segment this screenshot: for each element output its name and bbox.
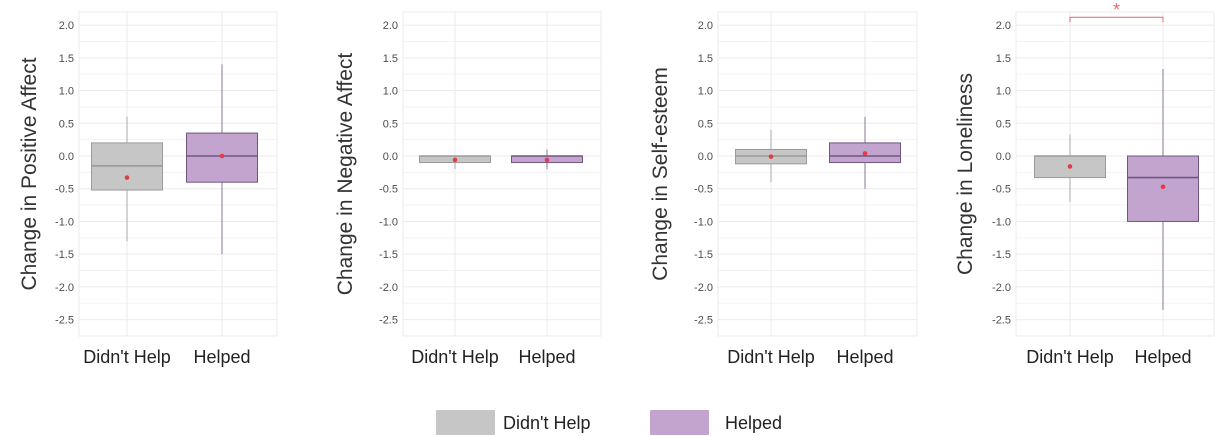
significance-bracket: * (1069, 0, 1164, 23)
y-tick-label: -0.5 (694, 184, 713, 196)
y-tick-label: 1.0 (59, 86, 74, 98)
mean-point (1067, 164, 1073, 169)
y-tick-label: 0.5 (383, 118, 398, 130)
y-tick-label: -2.5 (55, 315, 74, 327)
panel-frame (402, 11, 602, 337)
y-tick-label: 2.0 (383, 20, 398, 32)
y-tick-label: 0.0 (996, 151, 1011, 163)
y-tick-label: -0.5 (992, 184, 1011, 196)
legend-swatch-didnt-help (436, 410, 495, 435)
box-didnt-help (1034, 134, 1106, 202)
legend-swatch-helped (650, 410, 709, 435)
y-tick-label: -2.0 (55, 282, 74, 294)
legend: Didn't Help Helped (436, 410, 782, 435)
y-tick-label: 0.0 (59, 151, 74, 163)
y-tick-label: -2.5 (379, 315, 398, 327)
y-tick-label: 1.5 (698, 53, 713, 65)
y-tick-label: -1.0 (694, 216, 713, 228)
y-tick-label: 1.0 (383, 86, 398, 98)
mean-point (862, 151, 868, 156)
panel-3: 2.0 1.5 1.0 0.5 0.0 -0.5 -1.0 -1.5 -2.0 -2.5 Chang… (649, 11, 918, 367)
y-tick-label: -2.5 (694, 315, 713, 327)
box-didnt-help (419, 155, 491, 170)
x-tick-label: Didn't Help (727, 347, 814, 367)
panel-2: 2.0 1.5 1.0 0.5 0.0 -0.5 -1.0 -1.5 -2.0 -2.5 Chang… (334, 11, 602, 367)
y-tick-label: 2.0 (59, 20, 74, 32)
x-tick-label: Helped (836, 347, 893, 367)
y-tick-label: 1.5 (996, 53, 1011, 65)
y-tick-label: -2.0 (694, 282, 713, 294)
y-tick-label: 1.5 (383, 53, 398, 65)
mean-point (768, 154, 774, 159)
panel-4: 2.0 1.5 1.0 0.5 0.0 -0.5 -1.0 -1.5 -2.0 -2.5 Chang… (954, 0, 1215, 367)
y-tick-label: -2.0 (992, 282, 1011, 294)
y-tick-label: -2.0 (379, 282, 398, 294)
y-tick-label: -1.5 (694, 249, 713, 261)
x-tick-label: Didn't Help (83, 347, 170, 367)
box-helped (829, 116, 901, 189)
y-tick-label: 2.0 (996, 20, 1011, 32)
y-tick-label: 0.5 (698, 118, 713, 130)
y-tick-label: -2.5 (992, 315, 1011, 327)
significance-label: * (1113, 0, 1120, 20)
y-tick-label: 1.0 (698, 86, 713, 98)
y-tick-label: -1.5 (992, 249, 1011, 261)
y-tick-label: 0.5 (996, 118, 1011, 130)
box-didnt-help (91, 116, 163, 242)
box-helped (186, 64, 258, 255)
y-tick-label: 0.0 (698, 151, 713, 163)
x-tick-label: Helped (518, 347, 575, 367)
significance-line (1069, 16, 1164, 23)
box-helped (511, 149, 583, 170)
y-axis-label: Change in Positive Affect (18, 57, 41, 290)
box-didnt-help (735, 129, 807, 183)
panels: 2.0 1.5 1.0 0.5 0.0 -0.5 -1.0 -1.5 -2.0 -2.5 Chang… (18, 0, 1215, 367)
x-tick-label: Didn't Help (1026, 347, 1113, 367)
mean-point (1160, 184, 1166, 190)
y-tick-label: -1.0 (55, 216, 74, 228)
y-tick-label: 1.5 (59, 53, 74, 65)
y-axis-label: Change in Loneliness (954, 73, 977, 275)
x-tick-label: Helped (1134, 347, 1191, 367)
y-tick-label: -1.0 (379, 216, 398, 228)
mean-point (544, 157, 550, 163)
y-axis-label: Change in Self-esteem (649, 67, 672, 281)
legend-label-helped: Helped (725, 413, 782, 433)
panel-frame (717, 11, 918, 337)
x-tick-label: Didn't Help (411, 347, 498, 367)
y-axis-label: Change in Negative Affect (334, 53, 357, 296)
mean-point (124, 175, 130, 180)
y-tick-label: 0.0 (383, 151, 398, 163)
y-tick-label: -1.5 (55, 249, 74, 261)
y-tick-label: -1.5 (379, 249, 398, 261)
mean-point (452, 157, 458, 163)
panel-frame (78, 11, 278, 337)
box-helped (1127, 68, 1199, 310)
x-tick-label: Helped (193, 347, 250, 367)
panel-frame (1015, 11, 1215, 337)
y-tick-label: 0.5 (59, 118, 74, 130)
mean-point (219, 153, 225, 159)
y-tick-label: 1.0 (996, 86, 1011, 98)
y-tick-label: 2.0 (698, 20, 713, 32)
y-tick-label: -0.5 (55, 184, 74, 196)
y-tick-label: -0.5 (379, 184, 398, 196)
panel-1: 2.0 1.5 1.0 0.5 0.0 -0.5 -1.0 -1.5 -2.0 -2.5 Chang… (18, 11, 278, 367)
y-tick-label: -1.0 (992, 216, 1011, 228)
legend-label-didnt-help: Didn't Help (503, 413, 590, 433)
